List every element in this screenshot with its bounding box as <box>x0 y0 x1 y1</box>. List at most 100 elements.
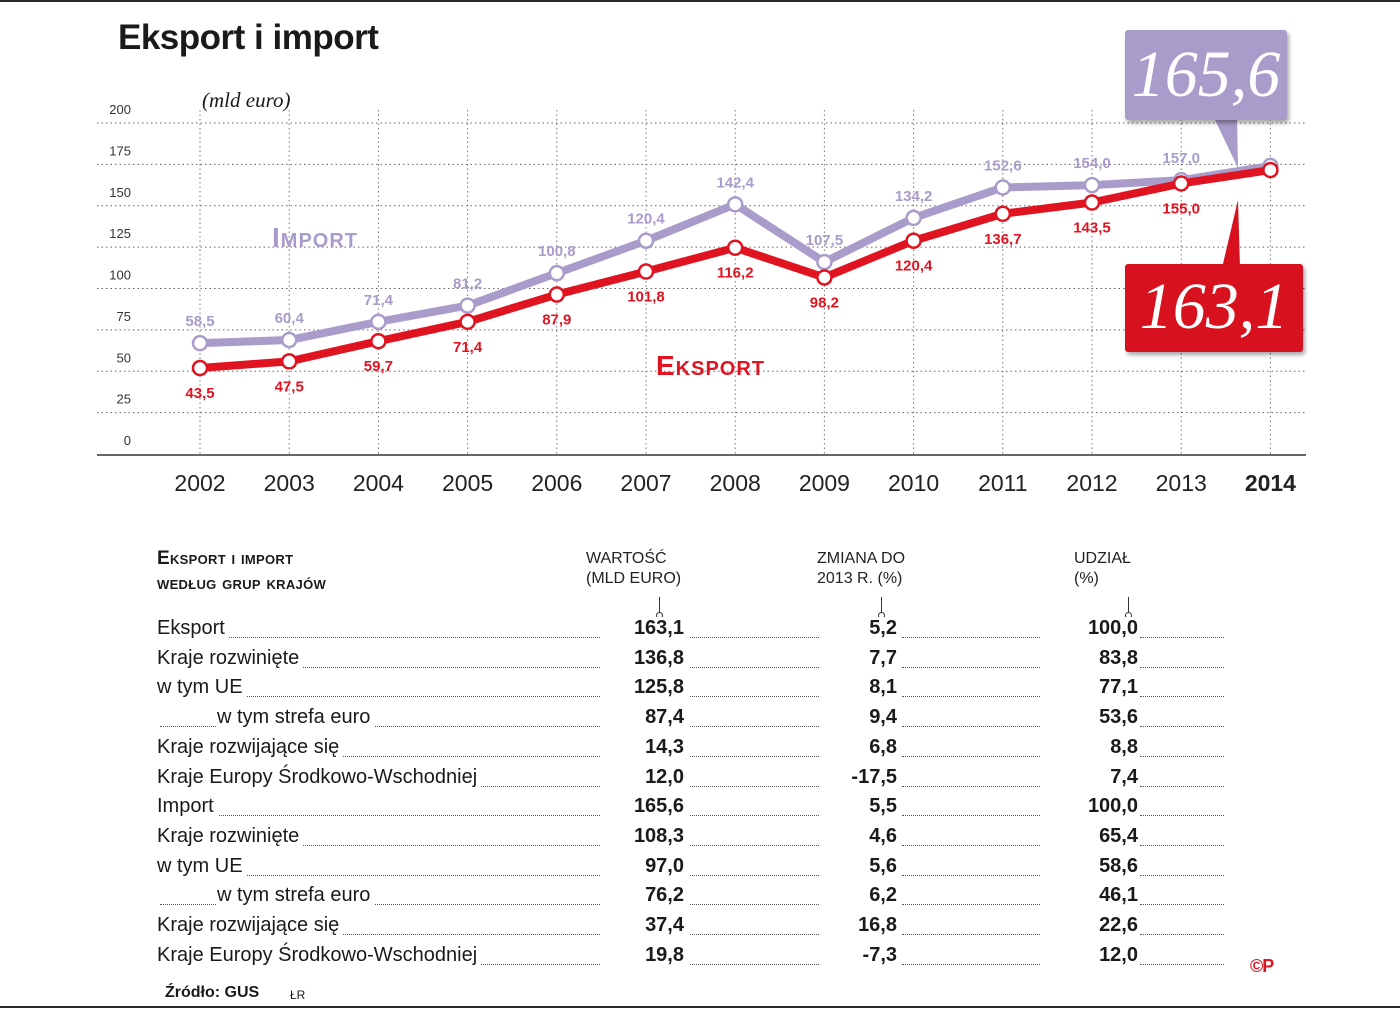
share-cell: 8,8 <box>1040 735 1138 759</box>
column-header-share: Udział (%) <box>1074 549 1131 589</box>
dot-leader <box>902 963 1138 965</box>
dot-leader <box>902 726 1138 728</box>
import-point <box>994 179 1012 196</box>
table-row: Eksport 163,1 5,2 100,0 <box>0 617 1400 646</box>
eksport-point <box>816 269 833 286</box>
eksport-data-label: 116,2 <box>717 265 754 282</box>
column-pointer-share <box>1125 597 1132 619</box>
dot-leader <box>160 726 684 728</box>
value-cell: 163,1 <box>600 617 684 640</box>
x-tick-label: 2008 <box>710 470 761 496</box>
import-data-label: 154,0 <box>1073 155 1111 172</box>
row-label: Kraje Europy Środkowo-Wschodniej <box>157 943 482 967</box>
y-tick-label: 125 <box>109 226 131 241</box>
value-cell: 108,3 <box>600 824 684 848</box>
eksport-series-label: Eksport <box>656 350 766 381</box>
value-cell: 19,8 <box>600 943 684 967</box>
dot-leader <box>690 934 897 935</box>
table-row: Import 165,6 5,5 100,0 <box>0 795 1400 824</box>
value-cell: 76,2 <box>600 884 684 908</box>
share-cell: 83,8 <box>1040 646 1138 670</box>
eksport-point <box>370 332 387 350</box>
eksport-data-label: 47,5 <box>275 378 304 395</box>
import-point <box>191 334 209 352</box>
dot-leader <box>160 637 684 638</box>
dot-leader <box>1140 874 1224 876</box>
top-rule <box>0 0 1400 2</box>
table-title: Eksport i import według grup krajów <box>157 546 326 596</box>
dot-leader <box>160 904 684 906</box>
share-cell: 65,4 <box>1040 824 1138 848</box>
bottom-rule <box>0 1006 1400 1008</box>
dot-leader <box>1140 785 1224 787</box>
column-header-change: Zmiana do 2013 r. (%) <box>817 549 905 589</box>
import-data-label: 120,4 <box>627 211 665 228</box>
import-data-label: 100,8 <box>538 243 576 260</box>
share-cell: 100,0 <box>1040 795 1138 819</box>
table-row: Kraje Europy Środkowo-Wschodniej 12,0 -17,… <box>0 765 1400 795</box>
y-tick-label: 150 <box>109 185 131 200</box>
import-point <box>816 253 833 271</box>
dot-leader <box>160 696 684 698</box>
y-tick-label: 25 <box>117 392 131 407</box>
share-cell: 7,4 <box>1040 765 1138 789</box>
source-note: Źródło: GUS <box>165 984 260 1001</box>
y-tick-label: 75 <box>117 309 131 324</box>
x-tick-label: 2007 <box>620 470 671 496</box>
eksport-data-label: 143,5 <box>1073 220 1111 237</box>
share-cell: 53,6 <box>1040 706 1138 730</box>
column-header-value: Wartość (mld euro) <box>586 549 681 589</box>
dot-leader <box>690 637 897 638</box>
y-tick-label: 50 <box>117 350 131 365</box>
x-tick-label: 2005 <box>442 470 493 496</box>
import-point <box>637 232 655 249</box>
eksport-2014-callout: 163,1 <box>1125 264 1303 352</box>
dot-leader <box>902 755 1138 757</box>
eksport-point <box>1172 175 1190 192</box>
dot-leader <box>1140 666 1224 668</box>
dot-leader <box>902 785 1138 787</box>
column-header-share-line2: (%) <box>1074 570 1099 587</box>
eksport-point <box>726 239 744 256</box>
value-cell: 125,8 <box>600 676 684 700</box>
dot-leader <box>160 934 684 935</box>
dot-leader <box>160 844 684 846</box>
dot-leader <box>1140 934 1224 935</box>
dot-leader <box>1140 726 1224 728</box>
dot-leader <box>1140 963 1224 965</box>
row-label: Kraje rozwijające się <box>157 735 344 759</box>
dot-leader <box>690 815 897 817</box>
change-cell: 5,6 <box>820 854 897 878</box>
dot-leader <box>1140 844 1224 846</box>
table-title-line2: według grup krajów <box>157 573 327 594</box>
value-cell: 12,0 <box>600 765 684 789</box>
x-tick-label: 2009 <box>799 470 850 496</box>
dot-leader <box>690 904 897 906</box>
y-tick-label: 175 <box>109 143 131 158</box>
table-title-line1: Eksport i import <box>157 548 294 569</box>
dot-leader <box>160 874 684 876</box>
share-cell: 22,6 <box>1040 914 1138 937</box>
eksport-point <box>905 232 922 249</box>
eksport-point <box>459 313 476 331</box>
table-row: w tym UE 125,8 8,1 77,1 <box>0 676 1400 705</box>
x-tick-label: 2014 <box>1245 470 1296 496</box>
value-cell: 14,3 <box>600 735 684 759</box>
dot-leader <box>160 815 684 817</box>
table-row: Kraje rozwijające się 37,4 16,8 22,6 <box>0 914 1400 943</box>
dot-leader <box>690 696 897 698</box>
change-cell: 5,5 <box>820 795 897 819</box>
unit-label: (mld euro) <box>202 88 291 112</box>
value-cell: 165,6 <box>600 795 684 819</box>
row-label: w tym UE <box>157 676 247 700</box>
eksport-data-label: 136,7 <box>984 231 1022 248</box>
dot-leader <box>690 844 897 846</box>
dot-leader <box>902 637 1138 638</box>
table-row: Kraje Europy Środkowo-Wschodniej 19,8 -7,3… <box>0 943 1400 973</box>
column-header-value-line2: (mld euro) <box>586 570 682 587</box>
import-data-label: 60,4 <box>275 310 305 327</box>
eksport-point <box>637 263 655 280</box>
import-point <box>905 209 922 227</box>
table-row: w tym UE 97,0 5,6 58,6 <box>0 854 1400 884</box>
change-cell: 7,7 <box>820 646 897 670</box>
